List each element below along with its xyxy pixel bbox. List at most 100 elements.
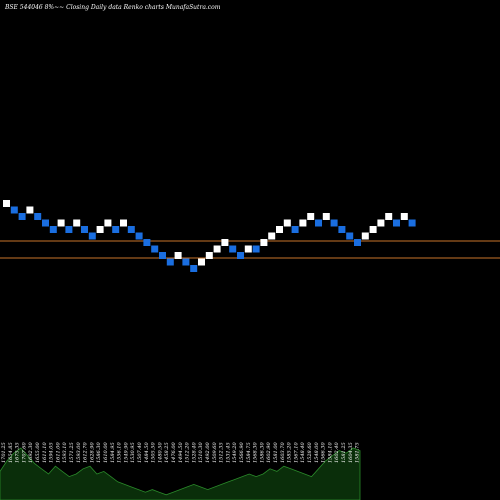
volume-label: 1458.25 [164,442,170,463]
volume-label: 1654.85 [8,442,14,463]
volume-label: 1701.25 [1,442,7,463]
renko-brick-down [34,213,42,220]
renko-brick-down [49,226,57,233]
renko-brick-down [166,258,174,266]
renko-brick-up [276,226,283,233]
volume-label: 1556.10 [117,442,123,463]
volume-label: 1585.20 [287,442,293,463]
volume-label: 1655.00 [35,442,41,463]
volume-label: 1566.30 [321,442,327,463]
renko-brick-down [237,252,244,259]
renko-brick-up [299,219,307,227]
renko-brick-up [369,226,377,233]
volume-label: 1675.35 [15,442,21,463]
renko-brick-up [96,226,104,233]
renko-brick-up [385,213,393,220]
renko-brick-up [221,239,229,246]
volume-label: 1707.60 [21,442,27,463]
volume-label: 1509.60 [212,442,218,463]
renko-brick-down [408,219,416,227]
volume-label: 1480.50 [157,442,163,463]
renko-brick-down [330,219,338,227]
renko-brick-down [127,226,135,233]
volume-label: 1507.40 [137,442,143,463]
renko-brick-up [104,219,112,227]
volume-label: 1604.35 [348,442,354,463]
volume-label: 1593.10 [62,442,68,463]
volume-label: 1512.35 [219,442,225,463]
renko-brick-up [283,219,291,227]
renko-brick-up [322,213,330,220]
volume-label: 1611.00 [55,442,61,463]
volume-labels: 1701.25 1654.85 1675.35 1707.60 1692.30 1655.… [1,442,361,463]
renko-brick-up [174,252,182,259]
volume-label: 1492.00 [205,442,211,463]
renko-brick-down [346,232,354,240]
renko-brick-up [377,219,385,227]
renko-brick-down [112,226,120,233]
volume-label: 1528.40 [191,442,197,463]
renko-brick-up [213,245,221,253]
renko-brick-down [229,245,237,253]
volume-label: 1603.70 [280,442,286,463]
renko-brick-down [151,245,159,253]
renko-brick-down [18,213,26,220]
volume-label: 1602.90 [266,442,272,463]
renko-brick-down [338,226,346,233]
renko-brick-up [260,239,268,246]
volume-label: 1510.30 [198,442,204,463]
renko-brick-up [205,252,213,259]
renko-brick-up [361,232,369,240]
volume-label: 1549.20 [232,442,238,463]
volume-label: 1566.90 [239,442,245,463]
volume-label: 1548.00 [314,442,320,463]
volume-label: 1548.40 [300,442,306,463]
volume-label: 1512.20 [185,442,191,463]
volume-label: 1612.70 [83,442,89,463]
volume-label: 1571.25 [69,442,75,463]
volume-label: 1549.90 [123,442,129,463]
volume-label: 1568.30 [253,442,259,463]
volume-label: 1594.05 [49,442,55,463]
volume-area-shape [0,447,361,500]
volume-label: 1528.60 [307,442,313,463]
renko-brick-down [42,219,49,227]
renko-brick-up [57,219,65,227]
renko-brick-down [190,265,198,272]
volume-label: 1602.40 [334,442,340,463]
volume-label: 1531.45 [225,442,231,463]
renko-brick-up [400,213,408,220]
renko-brick-up [307,213,315,220]
renko-brick-down [315,219,322,227]
volume-label: 1584.10 [327,442,333,463]
volume-label: 1581.25 [341,442,347,463]
renko-brick-down [10,206,18,214]
volume-label: 1567.10 [293,442,299,463]
renko-brick-up [3,200,10,207]
volume-label: 1581.75 [355,442,361,463]
renko-brick-down [135,232,143,240]
volume-label: 1530.95 [130,442,136,463]
renko-brick-down [393,219,400,227]
volume-area [0,447,361,500]
renko-brick-down [354,239,361,246]
renko-brick-down [159,252,166,259]
chart-title: BSE 544046 8%~~ Closing Daily data Renko… [4,4,221,11]
renko-bricks [3,200,416,272]
volume-label: 1692.30 [28,442,34,463]
volume-label: 1584.75 [246,442,252,463]
renko-brick-up [26,206,34,214]
renko-brick-down [143,239,151,246]
renko-brick-up [244,245,252,253]
volume-label: 1476.00 [171,442,177,463]
renko-brick-up [198,258,205,266]
volume-label: 1484.50 [144,442,150,463]
renko-brick-down [182,258,190,266]
renko-brick-down [88,232,96,240]
volume-label: 1586.30 [259,442,265,463]
renko-brick-down [81,226,88,233]
reference-lines [0,240,500,259]
volume-label: 1610.00 [103,442,109,463]
volume-label: 1628.90 [89,442,95,463]
